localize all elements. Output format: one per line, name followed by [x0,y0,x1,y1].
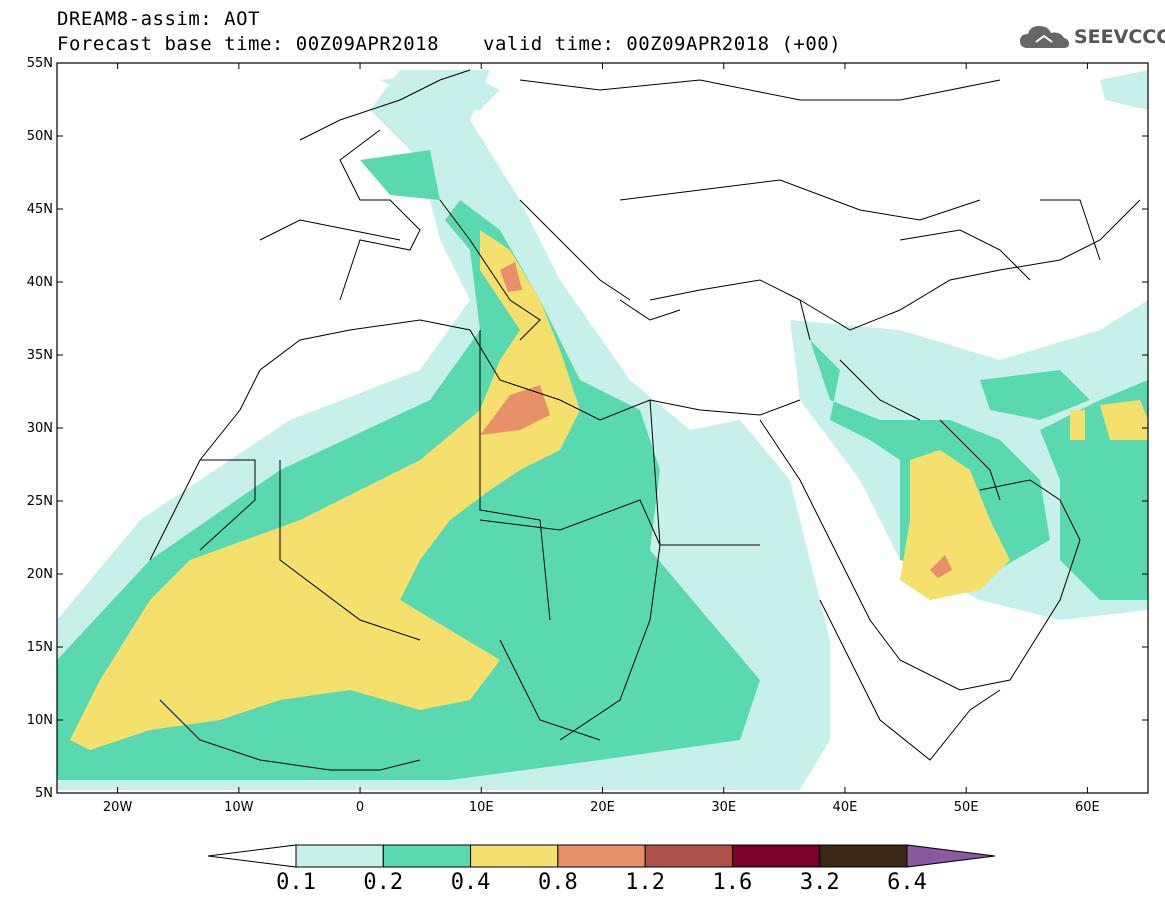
lon-label: 30E [711,800,736,815]
lon-label: 20W [103,800,133,815]
colorbar-max-arrow [906,844,996,868]
lat-label: 25N [27,494,53,509]
lat-axis: 55N 50N 45N 40N 35N 30N 25N 20N 15N 10N 5N [27,56,1148,801]
colorbar-label: 0.1 [276,870,316,895]
colorbar-segment [295,844,384,868]
lat-label: 10N [27,713,53,728]
logo-text: SEEVCCC [1074,26,1165,48]
lon-label: 60E [1075,800,1100,815]
seevccc-logo: SEEVCCC [1018,22,1165,52]
aot-shading [57,70,1148,790]
coastlines [149,69,1141,771]
lon-axis: 20W 10W 0 10E 20E 30E 40E 50E 60E [103,63,1100,815]
colorbar-label: 0.2 [363,870,404,895]
aot-band-0.8 [480,385,550,435]
colorbar-segment [382,844,472,868]
lat-label: 45N [27,202,53,217]
lat-label: 35N [27,348,53,363]
colorbar-segment [644,844,733,868]
colorbar-segment [819,844,908,868]
lat-label: 40N [27,275,53,290]
lat-label: 50N [27,129,53,144]
lon-label: 50E [954,800,979,815]
lon-label: 40E [833,800,858,815]
cloud-logo-icon [1020,26,1069,48]
colorbar-label: 6.4 [887,870,927,895]
lat-label: 20N [27,567,53,582]
aot-band-0.4 [70,230,580,750]
valid-time: valid time: 00Z09APR2018 (+00) [483,33,842,55]
lon-label: 10W [224,800,254,815]
colorbar-segment [731,844,821,868]
lat-label: 5N [35,786,53,801]
map-title: DREAM8-assim: AOT [57,8,260,30]
colorbar-min-arrow [207,844,297,868]
colorbar-label: 0.8 [537,870,578,895]
forecast-base-time: Forecast base time: 00Z09APR2018 [57,33,440,55]
lat-label: 55N [27,56,53,71]
colorbar-segment [557,844,646,868]
lon-label: 10E [469,800,494,815]
colorbar-label: 1.6 [712,870,753,895]
lat-label: 30N [27,421,53,436]
lon-label: 0 [356,800,364,815]
lat-label: 15N [27,640,53,655]
colorbar-label: 3.2 [799,870,840,895]
colorbar [207,844,996,868]
colorbar-label: 0.4 [450,870,491,895]
lon-label: 20E [590,800,615,815]
colorbar-segment [470,844,559,868]
colorbar-label: 1.2 [625,870,666,895]
